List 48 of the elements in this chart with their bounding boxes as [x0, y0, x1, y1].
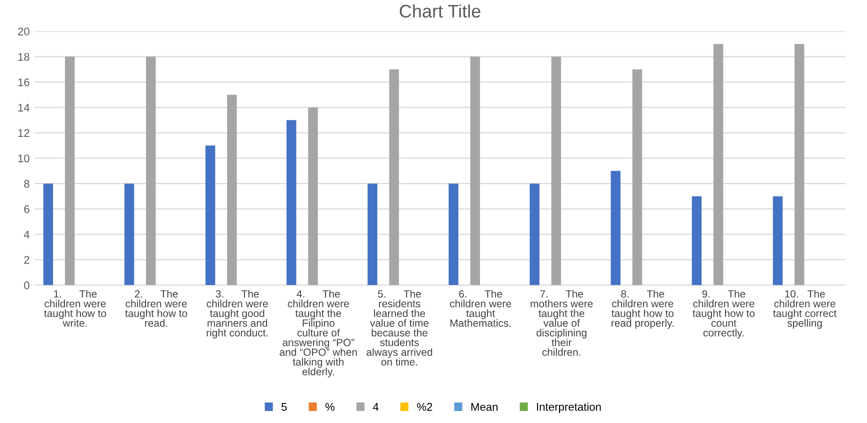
y-tick-label: 16 — [18, 78, 30, 86]
bar — [632, 69, 642, 286]
bar — [146, 56, 156, 286]
y-tick-label: 6 — [24, 205, 30, 214]
y-tick-label: 14 — [18, 104, 30, 112]
bar — [389, 69, 399, 286]
bar — [470, 56, 480, 286]
bar — [64, 56, 75, 286]
bar — [530, 184, 540, 286]
bar — [43, 184, 54, 286]
x-tick-label: 6. The children were taught Mathematics. — [450, 290, 512, 327]
legend-label: % — [325, 402, 334, 411]
x-tick-label: 9. The children were taught how to count correctly. — [692, 290, 755, 339]
x-tick-label: 7. The mothers were taught the value of disciplining their children. — [530, 290, 593, 356]
bar — [308, 107, 318, 286]
x-tick-label: 8. The children were taught how to read properly. — [612, 290, 674, 329]
y-tick-label: 12 — [18, 129, 30, 137]
legend-label: Mean — [471, 403, 498, 411]
bar — [772, 196, 783, 286]
y-tick-label: 10 — [18, 154, 30, 162]
bar — [286, 120, 296, 286]
y-tick-label: 2 — [24, 256, 30, 264]
bar — [124, 184, 134, 286]
chart-title: Chart Title — [400, 4, 480, 18]
bar — [205, 146, 216, 286]
bar — [368, 184, 378, 286]
y-tick-label: 8 — [24, 180, 30, 188]
y-tick-label: 20 — [18, 28, 30, 36]
bar — [794, 44, 804, 286]
legend-label: %2 — [417, 402, 432, 411]
y-tick-label: 0 — [24, 281, 30, 290]
bar — [610, 170, 621, 286]
bar — [448, 184, 458, 286]
y-tick-label: 4 — [24, 230, 30, 238]
category-label: 4. The children were taught the Filipino culture of answering “PO” and “OPO” when talking with elderly. — [280, 290, 357, 378]
legend-label: 5 — [282, 403, 287, 411]
y-tick-label: 18 — [18, 52, 30, 61]
x-tick-label: 3. The children were taught good manners and right conduct. — [206, 290, 268, 339]
bar — [227, 94, 237, 286]
x-tick-label: 1. The children were taught how to write. — [44, 290, 106, 327]
bar — [713, 44, 724, 286]
bar — [692, 196, 702, 286]
x-tick-label: 2. The children were taught how to read. — [125, 290, 188, 327]
x-tick-label: 10. The children were taught correct spelling — [773, 290, 837, 329]
x-tick-label: 5. The residents learned the value of time because the students always arrived on time. — [366, 290, 432, 366]
bar — [551, 56, 562, 286]
legend-label: Interpretation — [537, 402, 601, 413]
legend-label: 4 — [372, 403, 379, 411]
